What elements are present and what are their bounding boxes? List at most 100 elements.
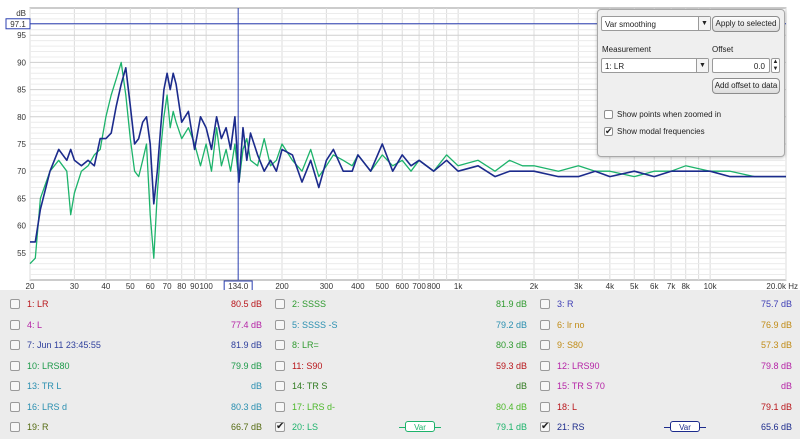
legend-checkbox[interactable] xyxy=(10,299,20,309)
x-tick-label: 1k xyxy=(454,282,463,290)
legend-item[interactable]: 7: Jun 11 23:45:55 81.9 dB xyxy=(10,335,262,355)
legend-value: dB xyxy=(780,381,792,391)
x-tick-label: 4k xyxy=(606,282,615,290)
cursor-y-readout-box xyxy=(5,18,31,30)
legend-value: 75.7 dB xyxy=(760,299,792,309)
legend-checkbox[interactable] xyxy=(275,340,285,350)
x-tick-label: 400 xyxy=(351,282,365,290)
legend-name: 4: L xyxy=(27,319,43,330)
legend-item[interactable]: 19: R 66.7 dB xyxy=(10,417,262,437)
legend-name: 14: TR S xyxy=(292,381,328,391)
chevron-down-icon: ▼ xyxy=(698,17,710,30)
legend-checkbox[interactable] xyxy=(540,319,550,330)
legend-value: 80.3 dB xyxy=(230,401,262,412)
x-tick-label: 40 xyxy=(101,282,110,290)
x-tick-label: 80 xyxy=(177,282,186,290)
legend-checkbox[interactable]: ✔ xyxy=(540,421,550,432)
legend-checkbox[interactable] xyxy=(275,401,285,412)
smoothing-badge[interactable]: Var xyxy=(399,421,441,432)
legend-checkbox[interactable] xyxy=(10,340,20,350)
measurement-legend: 1: LR 80.5 dB 2: SSSS 81.9 dB 3: R 75.7 dB 4: … xyxy=(0,292,800,439)
offset-label: Offset xyxy=(712,45,734,54)
x-tick-label: 100 xyxy=(199,282,213,290)
legend-name: 20: LS xyxy=(292,422,319,432)
legend-checkbox[interactable] xyxy=(10,401,20,412)
legend-value: 66.7 dB xyxy=(230,422,262,432)
legend-value: dB xyxy=(250,381,262,391)
legend-name: 7: Jun 11 23:45:55 xyxy=(27,340,101,350)
legend-item[interactable]: 18: L 79.1 dB xyxy=(540,397,792,417)
legend-item[interactable]: 17: LRS d- 80.4 dB xyxy=(275,397,527,417)
legend-value: 57.3 dB xyxy=(760,340,792,350)
legend-checkbox[interactable] xyxy=(540,360,550,371)
legend-item[interactable]: 15: TR S 70 dB xyxy=(540,376,792,396)
legend-item[interactable]: 3: R 75.7 dB xyxy=(540,294,792,314)
legend-checkbox[interactable] xyxy=(540,299,550,309)
legend-value: 65.6 dB xyxy=(760,422,792,432)
y-tick-label: 70 xyxy=(17,167,26,176)
legend-item[interactable]: 1: LR 80.5 dB xyxy=(10,294,262,314)
legend-item[interactable]: 11: S90 59.3 dB xyxy=(275,356,527,376)
x-tick-label: 3k xyxy=(574,282,583,290)
legend-checkbox[interactable] xyxy=(540,381,550,391)
add-offset-button[interactable]: Add offset to data xyxy=(712,78,780,94)
x-tick-label: 5k xyxy=(630,282,639,290)
offset-input[interactable]: 0.0 xyxy=(712,58,770,73)
legend-checkbox[interactable] xyxy=(10,422,20,432)
legend-item[interactable]: 4: L 77.4 dB xyxy=(10,315,262,335)
legend-checkbox[interactable] xyxy=(10,360,20,371)
chevron-down-icon: ▼ xyxy=(696,59,708,72)
legend-item[interactable]: 8: LR= 80.3 dB xyxy=(275,335,527,355)
legend-item[interactable]: 13: TR L dB xyxy=(10,376,262,396)
legend-item[interactable]: 16: LRS d 80.3 dB xyxy=(10,397,262,417)
legend-item[interactable]: 5: SSSS -S 79.2 dB xyxy=(275,315,527,335)
offset-value: 0.0 xyxy=(753,62,765,71)
legend-item[interactable]: 14: TR S dB xyxy=(275,376,527,396)
legend-checkbox[interactable] xyxy=(540,340,550,350)
show-points-label: Show points when zoomed in xyxy=(617,110,722,119)
legend-checkbox[interactable] xyxy=(275,381,285,391)
x-tick-label: 50 xyxy=(126,282,135,290)
legend-item[interactable]: ✔ 21: RS Var 65.6 dB xyxy=(540,417,792,437)
show-modal-checkbox[interactable]: ✔ xyxy=(604,126,613,136)
legend-value: 79.1 dB xyxy=(495,422,527,432)
legend-checkbox[interactable] xyxy=(275,360,285,371)
show-points-checkbox[interactable] xyxy=(604,110,613,119)
apply-to-selected-button[interactable]: Apply to selected xyxy=(712,16,780,32)
x-tick-label: 7k xyxy=(667,282,676,290)
x-tick-label: 6k xyxy=(650,282,659,290)
x-tick-label: 20.0k Hz xyxy=(766,282,798,290)
legend-item[interactable]: 10: LRS80 79.9 dB xyxy=(10,356,262,376)
legend-name: 2: SSSS xyxy=(292,299,327,309)
series-line-2 xyxy=(30,67,786,243)
offset-stepper[interactable]: ▲ ▼ xyxy=(771,58,780,73)
smoothing-badge[interactable]: Var xyxy=(664,421,706,432)
x-tick-label: 500 xyxy=(376,282,390,290)
legend-checkbox[interactable] xyxy=(275,299,285,309)
legend-checkbox[interactable] xyxy=(10,381,20,391)
legend-checkbox[interactable]: ✔ xyxy=(275,421,285,432)
control-panel: Var smoothing ▼ Apply to selected Measur… xyxy=(597,9,785,157)
legend-item[interactable]: 12: LRS90 79.8 dB xyxy=(540,356,792,376)
measurement-select[interactable]: 1: LR ▼ xyxy=(601,58,709,73)
legend-name: 10: LRS80 xyxy=(27,360,70,371)
y-tick-label: 85 xyxy=(17,86,26,95)
legend-checkbox[interactable] xyxy=(275,319,285,330)
legend-item[interactable]: ✔ 20: LS Var 79.1 dB xyxy=(275,417,527,437)
legend-item[interactable]: 6: lr no 76.9 dB xyxy=(540,315,792,335)
legend-value: 79.1 dB xyxy=(760,401,792,412)
legend-value: 81.9 dB xyxy=(230,340,262,350)
legend-item[interactable]: 9: S80 57.3 dB xyxy=(540,335,792,355)
legend-item[interactable]: 2: SSSS 81.9 dB xyxy=(275,294,527,314)
legend-checkbox[interactable] xyxy=(540,401,550,412)
legend-value: 59.3 dB xyxy=(495,360,527,371)
x-tick-label: 30 xyxy=(70,282,79,290)
legend-name: 8: LR= xyxy=(292,340,319,350)
legend-name: 17: LRS d- xyxy=(292,401,336,412)
x-tick-label: 700 xyxy=(412,282,426,290)
legend-checkbox[interactable] xyxy=(10,319,20,330)
stepper-down-icon[interactable]: ▼ xyxy=(772,66,779,72)
stepper-up-icon[interactable]: ▲ xyxy=(772,59,779,65)
legend-name: 15: TR S 70 xyxy=(557,381,605,391)
smoothing-select[interactable]: Var smoothing ▼ xyxy=(601,16,711,31)
